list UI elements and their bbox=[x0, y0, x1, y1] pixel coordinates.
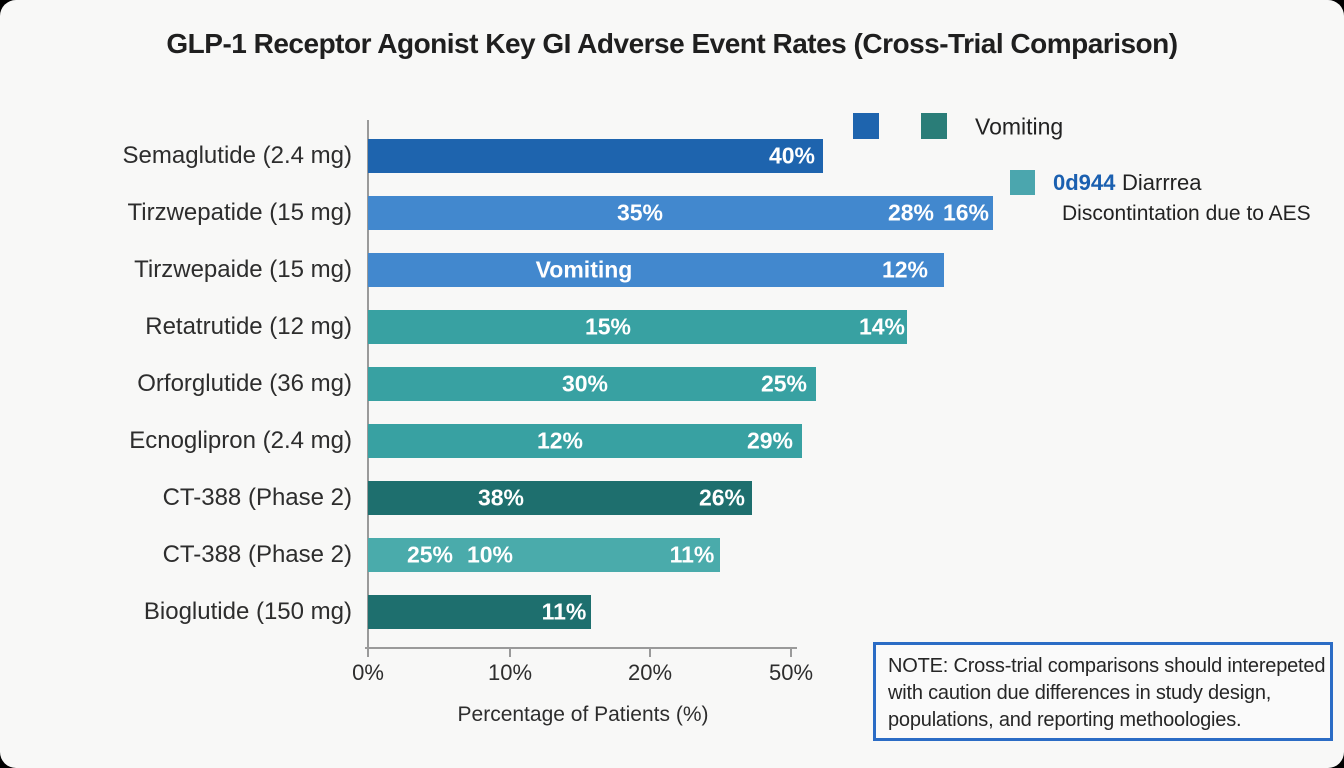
x-axis-tick-mark bbox=[649, 649, 651, 657]
x-axis-tick-mark bbox=[790, 649, 792, 657]
bar: 11% bbox=[368, 595, 591, 629]
legend-swatch-dark-teal bbox=[921, 113, 947, 139]
bar-value-label: 25% bbox=[406, 541, 454, 568]
x-axis-tick-mark bbox=[367, 649, 369, 657]
x-axis-tick-label: 0% bbox=[352, 660, 384, 685]
bar-value-label: 40% bbox=[768, 142, 816, 169]
note-line-1: NOTE: Cross-trial comparisons should int… bbox=[888, 655, 1326, 677]
bar-value-label: 28% bbox=[887, 199, 935, 226]
bar: 30% 25% bbox=[368, 367, 816, 401]
x-axis-title: Percentage of Patients (%) bbox=[457, 703, 709, 726]
y-axis-label: CT-388 (Phase 2) bbox=[162, 541, 352, 568]
legend-code-diarrhea: 0d944 bbox=[1053, 170, 1116, 195]
bar: 12% 29% bbox=[368, 424, 802, 458]
bar-value-label: 12% bbox=[881, 256, 929, 283]
x-axis-tick-label: 50% bbox=[768, 660, 814, 685]
note-line-3: populations, and reporting methoologies. bbox=[888, 709, 1242, 731]
bar-value-label: 12% bbox=[536, 427, 584, 454]
y-axis-label: Tirzwepatide (15 mg) bbox=[127, 199, 352, 226]
bar: 40% bbox=[368, 139, 823, 173]
bar-value-label: 29% bbox=[746, 427, 794, 454]
bar-value-label: 30% bbox=[561, 370, 609, 397]
x-axis-line bbox=[365, 647, 797, 649]
bar: 25% 10% 11% bbox=[368, 538, 720, 572]
y-axis-label: Orforglutide (36 mg) bbox=[137, 370, 352, 397]
legend-label-discontinuation: Discontintation due to AES bbox=[1062, 202, 1311, 225]
x-axis-tick-label: 10% bbox=[487, 660, 533, 685]
legend-swatch-teal bbox=[1010, 170, 1035, 195]
chart-title: GLP-1 Receptor Agonist Key GI Adverse Ev… bbox=[166, 28, 1178, 59]
bar-value-label: 16% bbox=[942, 199, 990, 226]
bar-value-label: Vomiting bbox=[535, 256, 633, 283]
legend-label-diarrhea: Diarrrea bbox=[1122, 170, 1202, 195]
y-axis-label: Ecnoglipron (2.4 mg) bbox=[129, 427, 352, 454]
y-axis-label: Retatrutide (12 mg) bbox=[145, 313, 352, 340]
y-axis-label: Semaglutide (2.4 mg) bbox=[122, 142, 352, 169]
legend-swatch-blue bbox=[853, 113, 879, 139]
bar-value-label: 25% bbox=[760, 370, 808, 397]
bar: 15% 14% bbox=[368, 310, 907, 344]
x-axis-tick-label: 20% bbox=[627, 660, 673, 685]
bar: 38% 26% bbox=[368, 481, 752, 515]
bar-value-label: 14% bbox=[858, 313, 906, 340]
bar-value-label: 11% bbox=[541, 598, 587, 625]
bar-value-label: 11% bbox=[669, 541, 715, 568]
bar: 35% 28% 16% bbox=[368, 196, 993, 230]
bar-value-label: 38% bbox=[477, 484, 525, 511]
bar-value-label: 15% bbox=[584, 313, 632, 340]
y-axis-label: Bioglutide (150 mg) bbox=[143, 598, 352, 625]
bar: Vomiting 12% bbox=[368, 253, 944, 287]
note-box: NOTE: Cross-trial comparisons should int… bbox=[873, 642, 1333, 741]
y-axis-label: Tirzwepaide (15 mg) bbox=[134, 256, 352, 283]
bar-value-label: 10% bbox=[466, 541, 514, 568]
y-axis-label: CT-388 (Phase 2) bbox=[162, 484, 352, 511]
x-axis-tick-mark bbox=[509, 649, 511, 657]
bar-value-label: 26% bbox=[698, 484, 746, 511]
bar-value-label: 35% bbox=[616, 199, 664, 226]
legend-label-vomiting: Vomiting bbox=[975, 113, 1064, 140]
note-line-2: with caution due differences in study de… bbox=[888, 682, 1272, 704]
